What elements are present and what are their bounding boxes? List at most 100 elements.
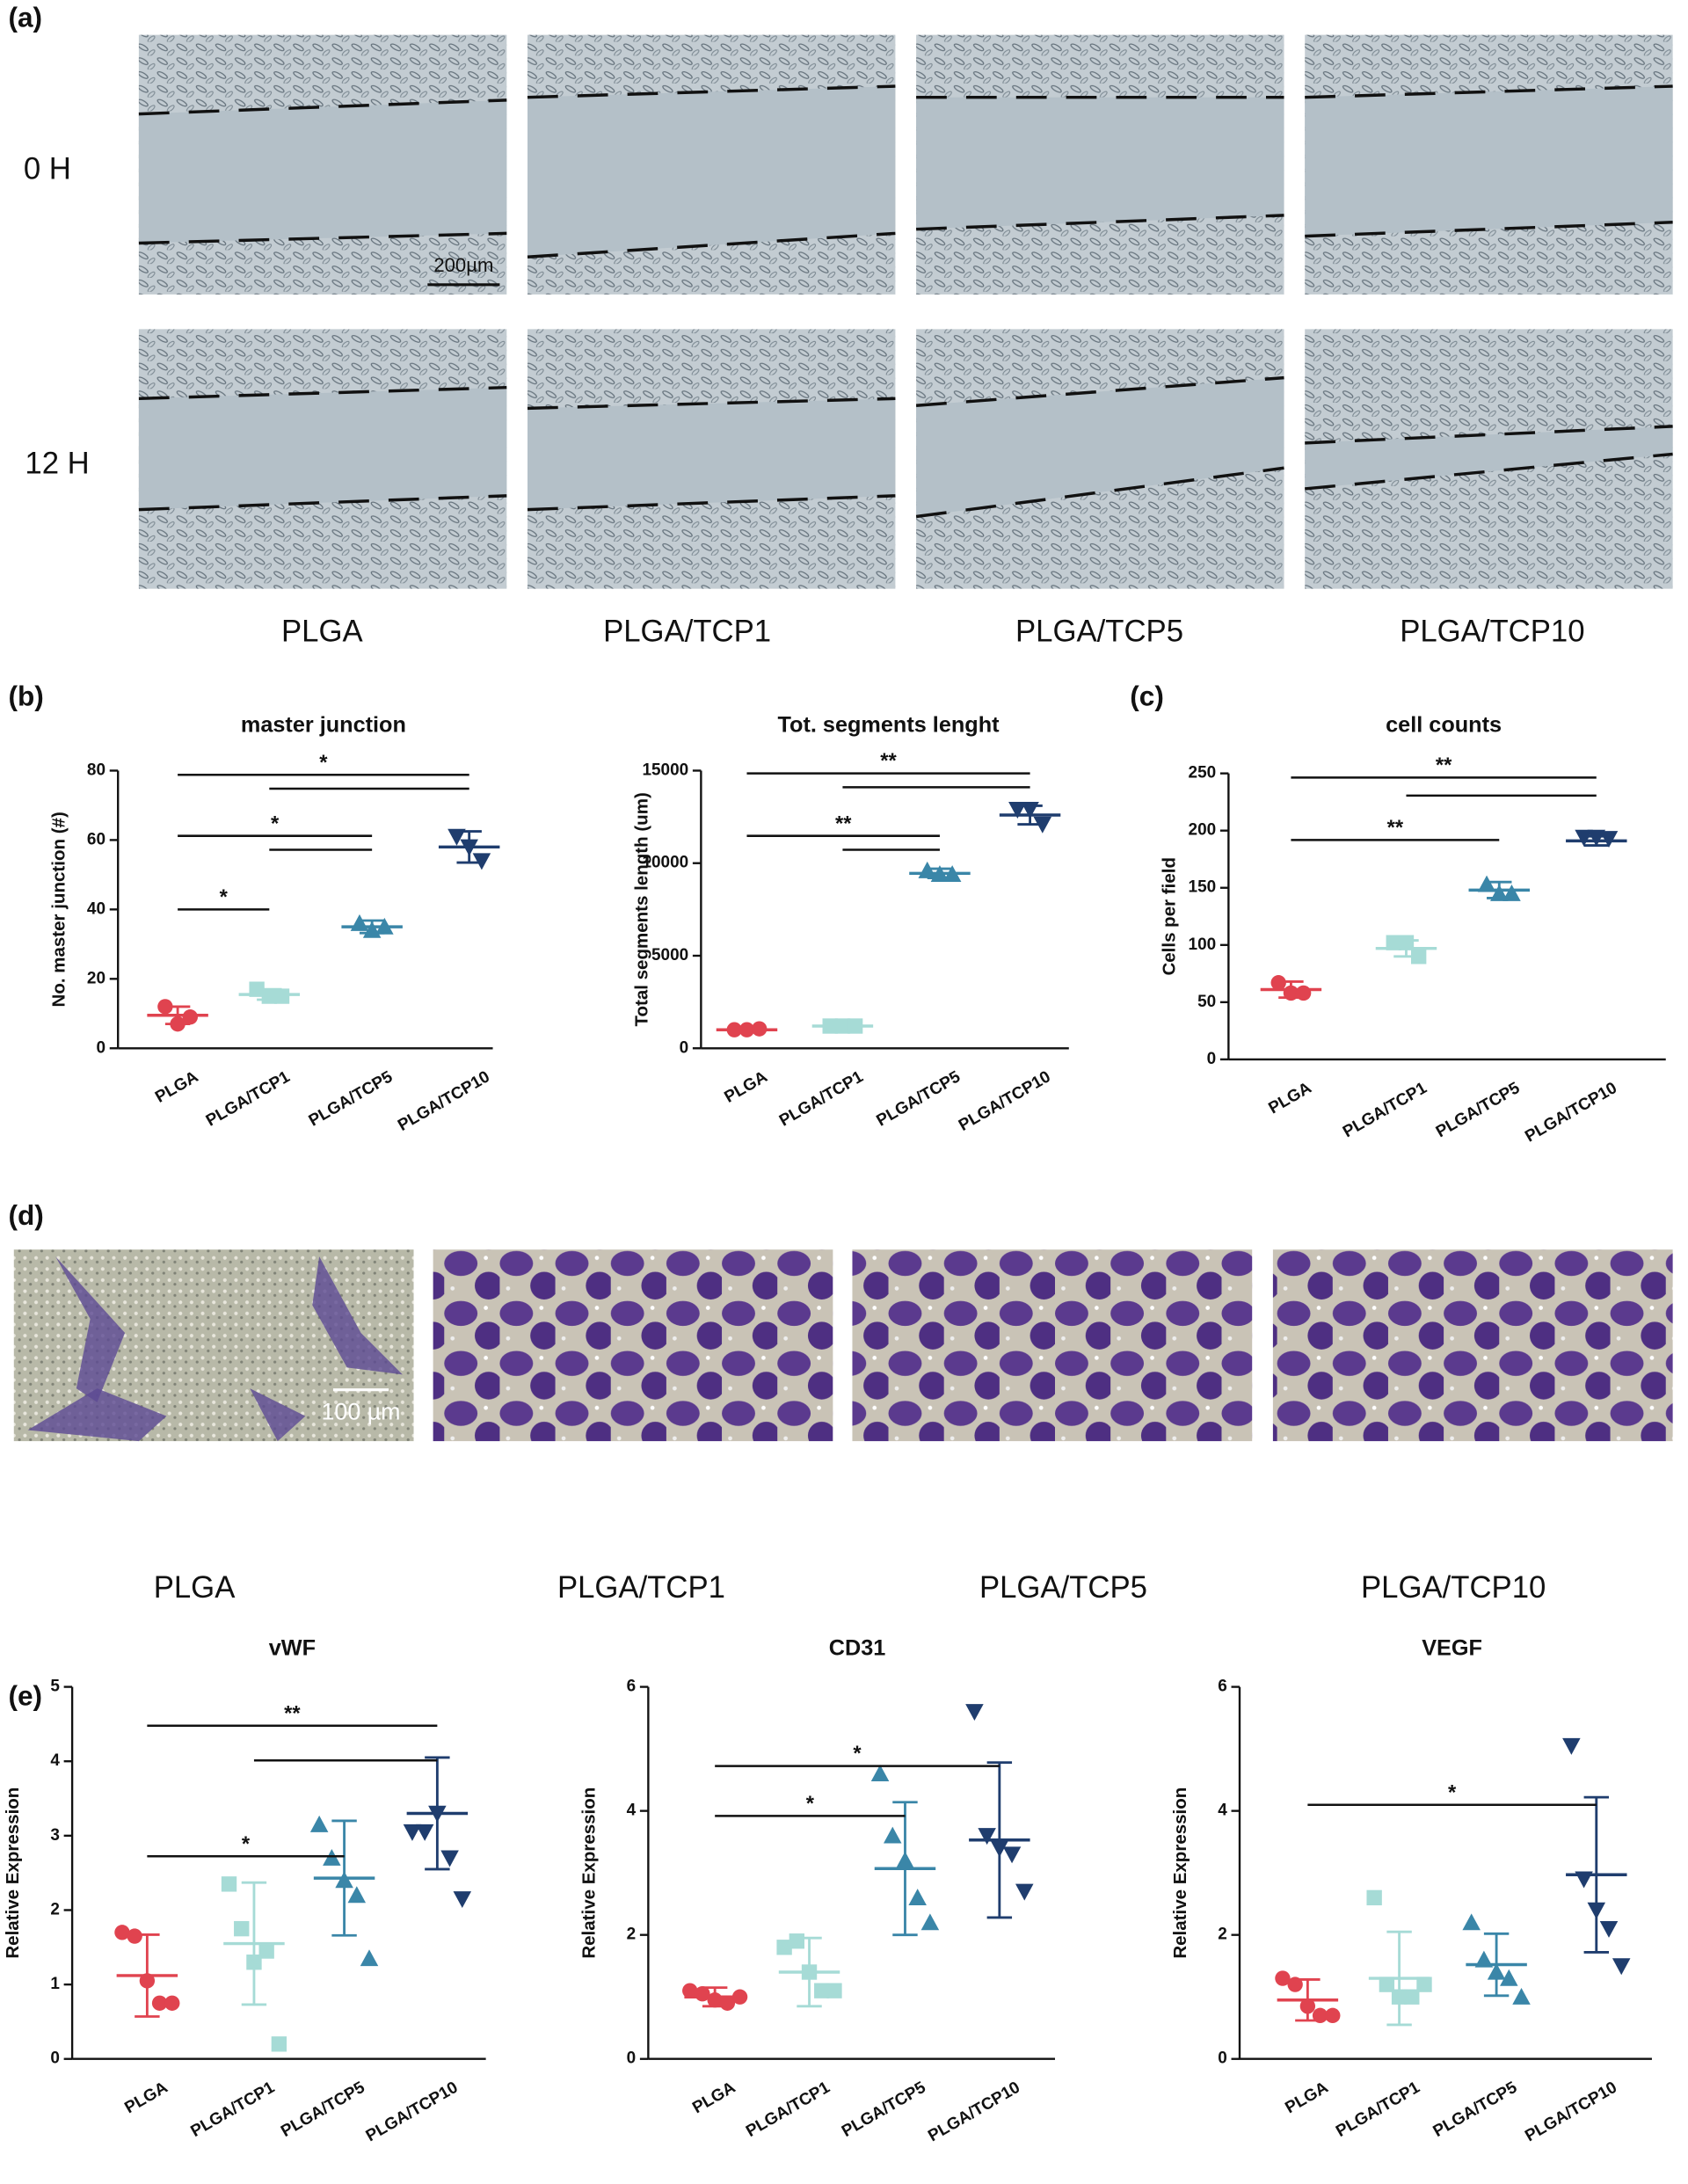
data-point bbox=[127, 1928, 142, 1944]
y-tick-label: 1 bbox=[50, 1975, 60, 1993]
y-tick-label: 0 bbox=[627, 2049, 637, 2068]
data-point bbox=[1575, 829, 1593, 847]
data-point bbox=[776, 1940, 792, 1955]
significance-label: * bbox=[319, 752, 328, 775]
wound-edge bbox=[1305, 84, 1673, 99]
data-point bbox=[978, 1828, 996, 1845]
x-tick-label: PLGA bbox=[722, 1067, 771, 1107]
data-point bbox=[139, 1973, 156, 1989]
x-tick-label: PLGA bbox=[121, 2078, 171, 2118]
y-tick-label: 10000 bbox=[642, 854, 688, 872]
data-point bbox=[347, 1886, 367, 1904]
data-point bbox=[695, 1986, 710, 2002]
data-point bbox=[258, 1943, 274, 1959]
y-axis-label: Relative Expression bbox=[3, 1787, 23, 1959]
data-point bbox=[1612, 1958, 1631, 1976]
data-point bbox=[261, 988, 277, 1004]
y-tick-label: 150 bbox=[1189, 878, 1217, 897]
data-point bbox=[884, 1826, 902, 1844]
chart-title: CD31 bbox=[829, 1636, 886, 1661]
data-point bbox=[834, 1018, 851, 1034]
significance-label: * bbox=[242, 1833, 251, 1856]
stain bbox=[27, 1388, 167, 1442]
wound-area bbox=[528, 86, 896, 258]
x-tick-label: PLGA/TCP10 bbox=[956, 1067, 1054, 1135]
data-point bbox=[1275, 1970, 1291, 1986]
wound-area bbox=[916, 377, 1284, 517]
data-point bbox=[1404, 1989, 1420, 2005]
data-point bbox=[707, 1992, 723, 2008]
y-tick-label: 2 bbox=[1218, 1926, 1227, 1944]
significance-label: ** bbox=[284, 1702, 301, 1725]
data-point bbox=[447, 828, 466, 846]
x-tick-label: PLGA/TCP1 bbox=[188, 2078, 279, 2141]
data-point bbox=[1587, 829, 1606, 847]
data-point bbox=[1270, 975, 1286, 991]
data-point bbox=[350, 914, 369, 931]
group-caption: PLGA/TCP5 bbox=[1015, 615, 1183, 648]
data-point bbox=[930, 865, 950, 883]
data-point bbox=[1021, 802, 1039, 819]
y-axis-label: Relative Expression bbox=[1170, 1787, 1190, 1959]
significance-label: * bbox=[1448, 1781, 1457, 1804]
data-point bbox=[271, 2036, 287, 2052]
data-point bbox=[1462, 1913, 1481, 1931]
micrograph bbox=[852, 1249, 1253, 1442]
data-point bbox=[360, 1949, 379, 1967]
y-tick-label: 200 bbox=[1189, 821, 1217, 840]
data-point bbox=[1386, 935, 1401, 950]
y-tick-label: 4 bbox=[50, 1751, 60, 1770]
y-tick-label: 5 bbox=[50, 1678, 60, 1696]
data-point bbox=[1283, 985, 1299, 1001]
data-point bbox=[114, 1925, 130, 1940]
chart-title: VEGF bbox=[1422, 1636, 1482, 1661]
chart-title: master junction bbox=[241, 713, 406, 738]
y-tick-label: 15000 bbox=[642, 761, 688, 779]
data-point bbox=[335, 1871, 353, 1889]
x-tick-label: PLGA bbox=[1265, 1079, 1314, 1118]
wound-edge bbox=[138, 98, 507, 116]
x-tick-label: PLGA/TCP1 bbox=[1340, 1079, 1430, 1141]
data-point bbox=[1512, 1987, 1531, 2005]
chart-title: cell counts bbox=[1386, 713, 1502, 738]
data-point bbox=[1325, 2007, 1341, 2024]
group-caption: PLGA/TCP10 bbox=[1361, 1571, 1546, 1605]
y-tick-label: 0 bbox=[1207, 1050, 1217, 1068]
data-point bbox=[1474, 1950, 1494, 1968]
x-tick-label: PLGA/TCP5 bbox=[874, 1067, 964, 1130]
data-point bbox=[1299, 1998, 1316, 2014]
significance-label: * bbox=[220, 886, 229, 909]
significance-label: ** bbox=[835, 812, 852, 835]
wound-edge bbox=[527, 231, 896, 258]
group-caption: PLGA/TCP5 bbox=[979, 1571, 1147, 1605]
data-point bbox=[1587, 1902, 1606, 1919]
data-point bbox=[1295, 985, 1312, 1001]
data-point bbox=[415, 1824, 434, 1841]
data-point bbox=[752, 1021, 768, 1037]
significance-label: * bbox=[853, 1743, 862, 1765]
data-point bbox=[918, 861, 936, 878]
data-point bbox=[1287, 1977, 1303, 1992]
significance-label: ** bbox=[880, 750, 897, 773]
data-point bbox=[990, 1840, 1009, 1858]
x-tick-label: PLGA/TCP5 bbox=[306, 1067, 397, 1130]
x-tick-label: PLGA/TCP1 bbox=[743, 2078, 833, 2141]
y-tick-label: 40 bbox=[87, 899, 106, 918]
row-label: 12 H bbox=[25, 447, 89, 480]
x-tick-label: PLGA/TCP5 bbox=[278, 2078, 368, 2141]
data-point bbox=[908, 1889, 927, 1906]
data-point bbox=[1477, 875, 1496, 892]
wound-edge bbox=[1305, 452, 1673, 491]
x-tick-label: PLGA/TCP1 bbox=[1333, 2078, 1423, 2141]
data-point bbox=[1015, 1883, 1034, 1901]
stain bbox=[55, 1256, 126, 1402]
stain bbox=[250, 1388, 306, 1442]
data-point bbox=[789, 1933, 804, 1949]
panel-label: (a) bbox=[8, 2, 42, 33]
wound-area bbox=[528, 398, 896, 510]
data-point bbox=[870, 1765, 890, 1781]
data-point bbox=[170, 1016, 186, 1032]
data-point bbox=[164, 1995, 180, 2011]
y-tick-label: 20 bbox=[87, 969, 106, 987]
